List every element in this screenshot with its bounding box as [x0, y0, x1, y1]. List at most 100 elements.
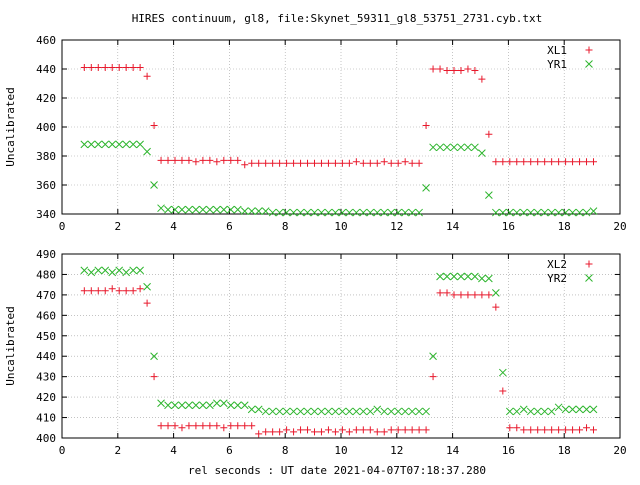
data-point-cross [87, 268, 96, 277]
data-point-plus [345, 159, 353, 167]
data-point-cross [331, 208, 340, 217]
y-tick-label: 340 [36, 208, 56, 221]
data-point-cross [192, 205, 200, 214]
data-point-cross [303, 208, 312, 217]
data-point-cross [157, 204, 165, 213]
data-point-cross [429, 352, 437, 361]
data-point-cross [178, 205, 186, 214]
data-point-cross [324, 208, 333, 217]
data-point-plus [589, 426, 597, 434]
data-point-plus [80, 287, 88, 295]
data-point-cross [143, 147, 151, 156]
legend-marker-plus [585, 260, 593, 268]
data-point-cross [226, 401, 235, 410]
data-point-plus [408, 159, 416, 167]
data-point-cross [282, 208, 291, 217]
data-point-plus [436, 65, 444, 73]
data-point-plus [220, 156, 228, 164]
data-point-cross [212, 399, 221, 408]
data-point-cross [554, 208, 563, 217]
data-point-plus [227, 156, 235, 164]
data-point-cross [303, 407, 312, 416]
data-point-plus [94, 287, 102, 295]
data-point-cross [422, 407, 430, 416]
data-point-plus [527, 426, 535, 434]
series-yr1 [80, 140, 598, 217]
data-point-cross [589, 207, 598, 215]
data-point-plus [310, 159, 318, 167]
chart-title: HIRES continuum, gl8, file:Skynet_59311_… [132, 12, 543, 25]
legend-marker-cross [585, 274, 593, 282]
data-point-plus [541, 158, 549, 166]
x-tick-label: 0 [59, 444, 66, 457]
x-tick-label: 16 [502, 444, 515, 457]
data-point-cross [289, 208, 298, 217]
x-tick-label: 20 [613, 220, 626, 233]
legend-label: XL2 [547, 258, 567, 271]
data-point-cross [366, 407, 375, 416]
data-point-plus [122, 64, 130, 72]
x-tick-label: 20 [613, 444, 626, 457]
data-point-plus [94, 64, 102, 72]
x-tick-label: 18 [558, 444, 571, 457]
data-point-plus [213, 422, 221, 430]
data-point-cross [568, 208, 577, 217]
data-point-plus [185, 422, 193, 430]
data-point-cross [310, 208, 319, 217]
data-point-cross [199, 205, 207, 214]
y-tick-label: 470 [36, 289, 56, 302]
data-point-cross [575, 405, 584, 414]
data-point-plus [352, 158, 360, 166]
data-point-plus [80, 64, 88, 72]
data-point-cross [408, 208, 416, 217]
data-point-cross [485, 274, 493, 283]
data-point-plus [150, 122, 158, 130]
data-point-cross [387, 208, 396, 217]
series-xl1 [80, 64, 597, 169]
data-point-plus [562, 158, 570, 166]
data-point-cross [199, 401, 207, 410]
data-point-cross [261, 207, 270, 215]
x-tick-label: 12 [390, 220, 403, 233]
data-point-cross [185, 205, 193, 214]
y-tick-label: 440 [36, 350, 56, 363]
data-point-cross [575, 208, 584, 217]
data-point-cross [185, 401, 193, 410]
data-point-cross [296, 407, 305, 416]
data-point-plus [541, 426, 549, 434]
data-point-cross [408, 407, 416, 416]
data-point-plus [227, 422, 235, 430]
data-point-cross [491, 288, 500, 297]
data-point-plus [373, 428, 381, 436]
data-point-cross [568, 405, 577, 414]
data-point-cross [282, 407, 291, 416]
legend-label: YR2 [547, 272, 567, 285]
data-point-plus [310, 428, 318, 436]
data-point-plus [248, 422, 256, 430]
data-point-plus [290, 159, 298, 167]
data-point-plus [157, 422, 165, 430]
data-point-cross [261, 407, 270, 416]
x-tick-label: 0 [59, 220, 66, 233]
data-point-cross [233, 401, 242, 410]
data-point-cross [164, 401, 172, 410]
data-point-cross [429, 143, 437, 152]
data-point-plus [101, 287, 109, 295]
data-point-plus [555, 158, 563, 166]
data-point-cross [498, 368, 507, 377]
data-point-plus [359, 426, 367, 434]
data-point-cross [464, 272, 472, 281]
data-point-cross [233, 205, 242, 214]
data-point-cross [157, 399, 165, 408]
data-point-cross [505, 407, 514, 416]
data-point-cross [436, 272, 444, 281]
legend-label: XL1 [547, 44, 567, 57]
data-point-cross [394, 208, 403, 217]
data-point-cross [450, 143, 458, 152]
y-tick-label: 430 [36, 371, 56, 384]
data-point-cross [533, 208, 542, 217]
data-point-plus [164, 422, 172, 430]
x-tick-label: 14 [446, 444, 460, 457]
y-tick-label: 460 [36, 309, 56, 322]
data-point-cross [87, 140, 96, 149]
